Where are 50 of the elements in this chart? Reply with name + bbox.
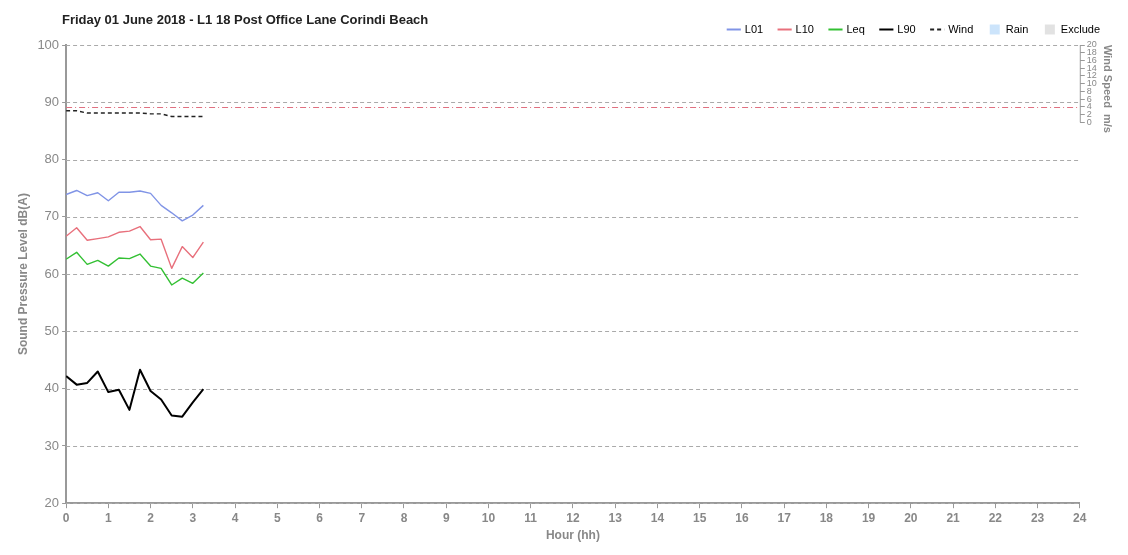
x-tick-label: 2 bbox=[147, 510, 155, 525]
y2-tick-label: 6 bbox=[1086, 93, 1092, 104]
legend-label: L90 bbox=[897, 22, 916, 35]
x-axis-title: Hour (hh) bbox=[545, 528, 600, 543]
x-tick-label: 4 bbox=[231, 510, 239, 525]
y-tick-label: 70 bbox=[44, 208, 60, 224]
x-tick-label: 24 bbox=[1073, 510, 1087, 525]
x-tick-label: 8 bbox=[400, 510, 408, 525]
x-tick-label: 0 bbox=[62, 510, 70, 525]
legend-label: L01 bbox=[744, 22, 764, 35]
legend-label: Wind bbox=[948, 22, 974, 35]
x-tick-label: 12 bbox=[566, 510, 580, 525]
x-tick-label: 5 bbox=[273, 510, 281, 525]
x-tick-label: 3 bbox=[189, 510, 197, 525]
y2-tick-label: 12 bbox=[1086, 70, 1097, 81]
x-tick-label: 16 bbox=[735, 510, 749, 525]
x-tick-label: 13 bbox=[608, 510, 623, 525]
legend-label: Exclude bbox=[1060, 22, 1101, 35]
x-tick-label: 15 bbox=[692, 510, 707, 525]
y-tick-label: 60 bbox=[44, 265, 60, 281]
y2-tick-label: 4 bbox=[1086, 101, 1092, 112]
x-tick-label: 18 bbox=[819, 510, 834, 525]
y2-axis-title: Wind Speed m/s bbox=[1102, 45, 1115, 133]
y-tick-label: 20 bbox=[44, 494, 60, 510]
y2-tick-label: 20 bbox=[1086, 39, 1097, 50]
x-tick-label: 19 bbox=[861, 510, 876, 525]
x-tick-label: 9 bbox=[442, 510, 450, 525]
y-tick-label: 80 bbox=[44, 151, 60, 167]
legend-label: L10 bbox=[795, 22, 814, 35]
y-tick-label: 100 bbox=[37, 36, 60, 52]
x-tick-label: 23 bbox=[1030, 510, 1045, 525]
chart-title: Friday 01 June 2018 - L1 18 Post Office Lane Corindi Beach bbox=[62, 12, 429, 27]
y-tick-label: 90 bbox=[44, 93, 60, 109]
x-tick-label: 6 bbox=[316, 510, 324, 525]
y-axis-title: Sound Pressure Level dB(A) bbox=[15, 193, 30, 356]
x-tick-label: 17 bbox=[777, 510, 792, 525]
x-tick-label: 22 bbox=[988, 510, 1003, 525]
x-tick-label: 21 bbox=[946, 510, 961, 525]
legend-label: Leq bbox=[846, 22, 865, 35]
y-tick-label: 30 bbox=[44, 437, 60, 453]
x-tick-label: 7 bbox=[358, 510, 366, 525]
legend-label: Rain bbox=[1005, 22, 1029, 35]
x-tick-label: 11 bbox=[524, 510, 538, 525]
y-tick-label: 50 bbox=[44, 322, 60, 338]
y-tick-label: 40 bbox=[44, 380, 60, 396]
x-tick-label: 20 bbox=[904, 510, 918, 525]
x-tick-label: 14 bbox=[650, 510, 665, 525]
y2-tick-label: 14 bbox=[1086, 62, 1097, 73]
x-tick-label: 1 bbox=[104, 510, 112, 525]
x-tick-label: 10 bbox=[481, 510, 496, 525]
